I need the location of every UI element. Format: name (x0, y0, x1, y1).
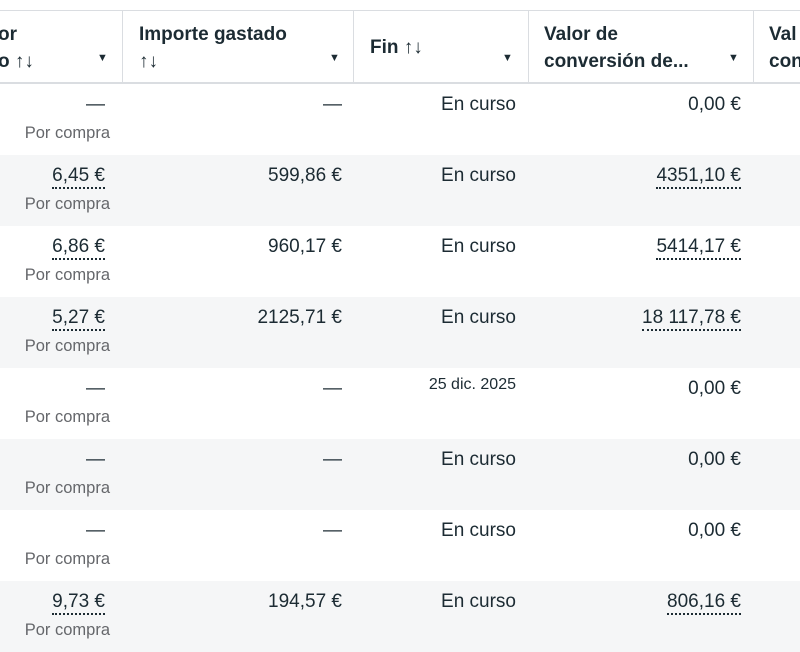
cost-per-result[interactable]: 5,27 € (52, 307, 105, 331)
table-row[interactable]: — Por compra — En curso 0,00 € (0, 439, 800, 510)
conversion-value[interactable]: 5414,17 € (656, 236, 741, 260)
end-date: En curso (441, 236, 516, 257)
cost-per-result-label: Por compra (24, 408, 110, 426)
end-date: En curso (441, 307, 516, 328)
conversion-value: 0,00 € (688, 378, 741, 399)
cost-per-result-label: Por compra (24, 621, 110, 639)
column-header-label: Val con (769, 24, 800, 72)
table-row[interactable]: — Por compra — En curso 0,00 € (0, 84, 800, 155)
end-date: En curso (441, 94, 516, 115)
cost-per-result-label: Por compra (24, 550, 110, 568)
table-row[interactable]: 5,27 € Por compra 2125,71 € En curso 18 117,… (0, 297, 800, 368)
cost-per-result: — (86, 378, 105, 399)
table-row[interactable]: 6,86 € Por compra 960,17 € En curso 5414,17 … (0, 226, 800, 297)
column-header-spent[interactable]: Importe gastado ↑↓ ▼ (123, 11, 354, 83)
column-header-label: or o ↑↓ (0, 24, 34, 72)
cost-per-result-label: Por compra (24, 124, 110, 142)
end-date: En curso (441, 591, 516, 612)
column-header-cost[interactable]: or o ↑↓ ▼ (0, 11, 123, 83)
conversion-value: 0,00 € (688, 449, 741, 470)
caret-down-icon[interactable]: ▼ (728, 52, 739, 64)
caret-down-icon[interactable]: ▼ (97, 52, 108, 64)
amount-spent: 2125,71 € (257, 307, 342, 328)
table-row[interactable]: 9,73 € Por compra 194,57 € En curso 806,16 € (0, 581, 800, 652)
column-header-label: Valor de conversión de... (544, 24, 689, 72)
cost-per-result[interactable]: 6,86 € (52, 236, 105, 260)
amount-spent: 960,17 € (268, 236, 342, 257)
conversion-value[interactable]: 18 117,78 € (642, 307, 741, 331)
table-row[interactable]: 6,45 € Por compra 599,86 € En curso 4351,10 … (0, 155, 800, 226)
cost-per-result[interactable]: 6,45 € (52, 165, 105, 189)
cost-per-result-label: Por compra (24, 479, 110, 497)
caret-down-icon[interactable]: ▼ (502, 52, 513, 64)
amount-spent: — (323, 94, 342, 115)
end-date: En curso (441, 165, 516, 186)
cost-per-result-label: Por compra (24, 195, 110, 213)
column-header-label: Fin ↑↓ (370, 37, 423, 58)
column-header-label: Importe gastado ↑↓ (139, 24, 287, 72)
amount-spent: 599,86 € (268, 165, 342, 186)
end-date: En curso (441, 449, 516, 470)
amount-spent: 194,57 € (268, 591, 342, 612)
cost-per-result-label: Por compra (24, 266, 110, 284)
conversion-value: 0,00 € (688, 520, 741, 541)
conversion-value[interactable]: 4351,10 € (656, 165, 741, 189)
cost-per-result: — (86, 520, 105, 541)
table-row[interactable]: — Por compra — En curso 0,00 € (0, 510, 800, 581)
cost-per-result: — (86, 94, 105, 115)
cost-per-result-label: Por compra (24, 337, 110, 355)
cost-per-result: — (86, 449, 105, 470)
amount-spent: — (323, 378, 342, 399)
conversion-value: 0,00 € (688, 94, 741, 115)
cost-per-result[interactable]: 9,73 € (52, 591, 105, 615)
end-date: 25 dic. 2025 (428, 376, 516, 393)
table-header: or o ↑↓ ▼ Importe gastado ↑↓ ▼ Fin ↑↓ ▼ … (0, 10, 800, 84)
column-header-next[interactable]: Val con (754, 11, 800, 83)
amount-spent: — (323, 520, 342, 541)
column-header-end[interactable]: Fin ↑↓ ▼ (354, 11, 529, 83)
conversion-value[interactable]: 806,16 € (667, 591, 741, 615)
table-row[interactable]: — Por compra — 25 dic. 2025 0,00 € (0, 368, 800, 439)
caret-down-icon[interactable]: ▼ (329, 52, 340, 64)
end-date: En curso (441, 520, 516, 541)
column-header-conversion-value[interactable]: Valor de conversión de... ▼ (529, 11, 754, 83)
amount-spent: — (323, 449, 342, 470)
